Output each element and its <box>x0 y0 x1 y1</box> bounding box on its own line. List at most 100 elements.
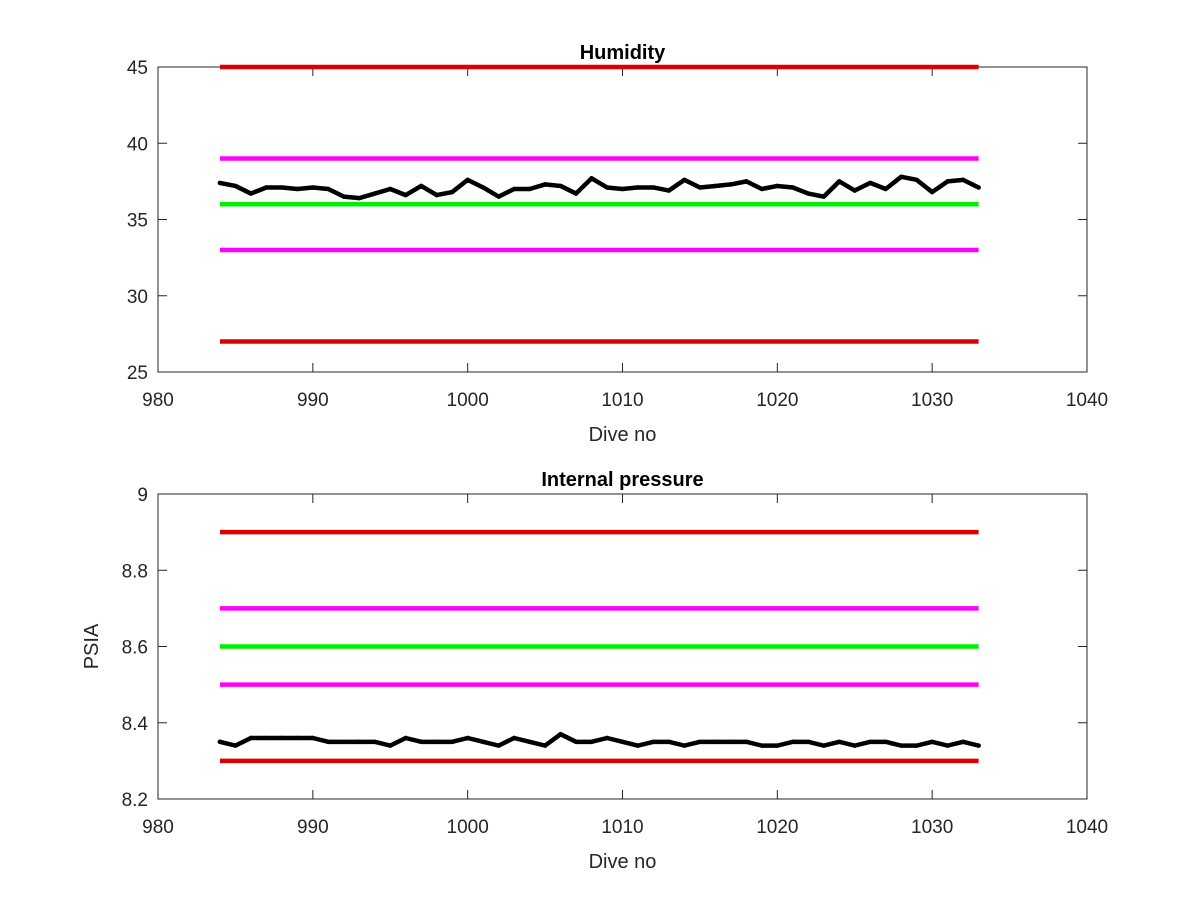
internal-pressure-data-point <box>511 735 517 741</box>
humidity-data-point <box>899 174 904 179</box>
humidity-plot: 980 990 1000 1010 1020 1030 1040 25 30 35 40 45 Humi… <box>127 42 1108 446</box>
internal-pressure-x-tick-label: 1000 <box>447 817 489 838</box>
internal-pressure-data-point <box>264 735 269 741</box>
humidity-data-point <box>434 192 439 198</box>
humidity-data-point <box>666 188 672 193</box>
internal-pressure-y-tick-label: 9 <box>137 485 148 506</box>
internal-pressure-data-point <box>589 739 594 745</box>
humidity-data-point <box>310 185 316 190</box>
internal-pressure-data-point <box>419 739 424 745</box>
humidity-data-point <box>264 185 269 190</box>
humidity-x-tick-label: 1000 <box>447 390 489 411</box>
humidity-data-point <box>945 179 950 184</box>
humidity-data-point <box>341 194 346 199</box>
humidity-data-point <box>465 177 470 183</box>
internal-pressure-data-point <box>542 743 548 748</box>
internal-pressure-data-point <box>806 739 811 745</box>
internal-pressure-data-point <box>480 739 486 745</box>
internal-pressure-data-point <box>775 743 780 748</box>
internal-pressure-data-point <box>326 739 331 745</box>
internal-pressure-data-point <box>960 739 966 745</box>
humidity-data-point <box>929 189 935 195</box>
humidity-series-line-0 <box>217 174 981 201</box>
internal-pressure-y-tick-label: 8.2 <box>122 790 148 811</box>
humidity-y-tick-label: 40 <box>127 134 148 155</box>
humidity-x-axis-label: Dive no <box>589 424 657 446</box>
internal-pressure-title: Internal pressure <box>541 469 703 491</box>
humidity-data-point <box>372 191 377 196</box>
internal-pressure-x-tick-label: 1010 <box>601 817 643 838</box>
internal-pressure-data-point <box>217 739 223 745</box>
internal-pressure-data-point <box>666 739 672 745</box>
humidity-data-point <box>976 185 981 190</box>
internal-pressure-data-point <box>759 743 765 748</box>
internal-pressure-data-point <box>620 739 625 745</box>
internal-pressure-data-point <box>713 739 718 745</box>
internal-pressure-data-point <box>357 739 362 745</box>
internal-pressure-data-point <box>899 743 904 748</box>
humidity-data-point <box>759 186 765 192</box>
humidity-data-point <box>790 185 796 190</box>
internal-pressure-data-point <box>449 739 455 745</box>
internal-pressure-data-point <box>372 739 377 745</box>
internal-pressure-data-point <box>821 743 826 748</box>
humidity-data-point <box>651 185 656 190</box>
internal-pressure-data-point <box>728 739 734 745</box>
humidity-data-point <box>558 183 563 189</box>
internal-pressure-data-point <box>527 739 532 745</box>
internal-pressure-x-tick-label: 980 <box>142 817 174 838</box>
internal-pressure-data-point <box>883 739 888 745</box>
internal-pressure-y-axis-label: PSIA <box>81 623 103 669</box>
humidity-data-point <box>868 180 873 186</box>
internal-pressure-data-point <box>496 743 501 748</box>
humidity-data-point <box>295 186 300 192</box>
humidity-data-point <box>480 185 486 190</box>
internal-pressure-data-point <box>651 739 656 745</box>
humidity-data-point <box>573 191 579 196</box>
internal-pressure-data-point <box>248 735 254 741</box>
humidity-data-point <box>728 182 734 187</box>
humidity-data-point <box>604 185 610 190</box>
humidity-data-point <box>357 195 362 201</box>
internal-pressure-data-point <box>341 739 346 745</box>
humidity-x-tick-label: 1010 <box>601 390 643 411</box>
internal-pressure-y-tick-label: 8.8 <box>122 561 148 582</box>
humidity-data-point <box>388 186 393 192</box>
humidity-x-tick-label: 1040 <box>1066 390 1108 411</box>
humidity-x-tick-label: 980 <box>142 390 174 411</box>
humidity-data-point <box>233 183 238 189</box>
internal-pressure-data-point <box>573 739 579 745</box>
humidity-y-tick-label: 35 <box>127 211 148 232</box>
internal-pressure-data-point <box>403 735 408 741</box>
humidity-data-point <box>620 186 625 192</box>
internal-pressure-data-point <box>604 735 610 741</box>
humidity-x-tick-label: 1030 <box>911 390 953 411</box>
humidity-x-tick-label: 1020 <box>756 390 798 411</box>
internal-pressure-data-point <box>744 739 749 745</box>
humidity-data-point <box>821 194 826 199</box>
humidity-y-tick-label: 30 <box>127 287 148 308</box>
internal-pressure-data-point <box>697 739 703 745</box>
humidity-data-point <box>682 177 687 183</box>
internal-pressure-x-tick-label: 1020 <box>756 817 798 838</box>
internal-pressure-y-tick-label: 8.6 <box>122 638 148 659</box>
humidity-data-point <box>217 180 223 186</box>
internal-pressure-data-point <box>388 743 393 748</box>
internal-pressure-data-point <box>929 739 935 745</box>
humidity-data-point <box>248 191 254 196</box>
humidity-data-point <box>775 183 780 189</box>
humidity-data-point <box>960 177 966 183</box>
internal-pressure-y-tick-label: 8.4 <box>122 714 149 735</box>
humidity-data-point <box>806 191 811 196</box>
internal-pressure-data-point <box>310 735 316 741</box>
humidity-data-point <box>279 185 285 190</box>
humidity-data-point <box>326 186 331 192</box>
humidity-data-point <box>914 177 919 183</box>
humidity-data-point <box>589 176 594 181</box>
internal-pressure-data-point <box>434 739 439 745</box>
internal-pressure-data-point <box>837 739 842 745</box>
internal-pressure-data-point <box>868 739 873 745</box>
humidity-data-point <box>403 192 408 198</box>
internal-pressure-data-point <box>295 735 300 741</box>
internal-pressure-data-point <box>945 743 950 748</box>
